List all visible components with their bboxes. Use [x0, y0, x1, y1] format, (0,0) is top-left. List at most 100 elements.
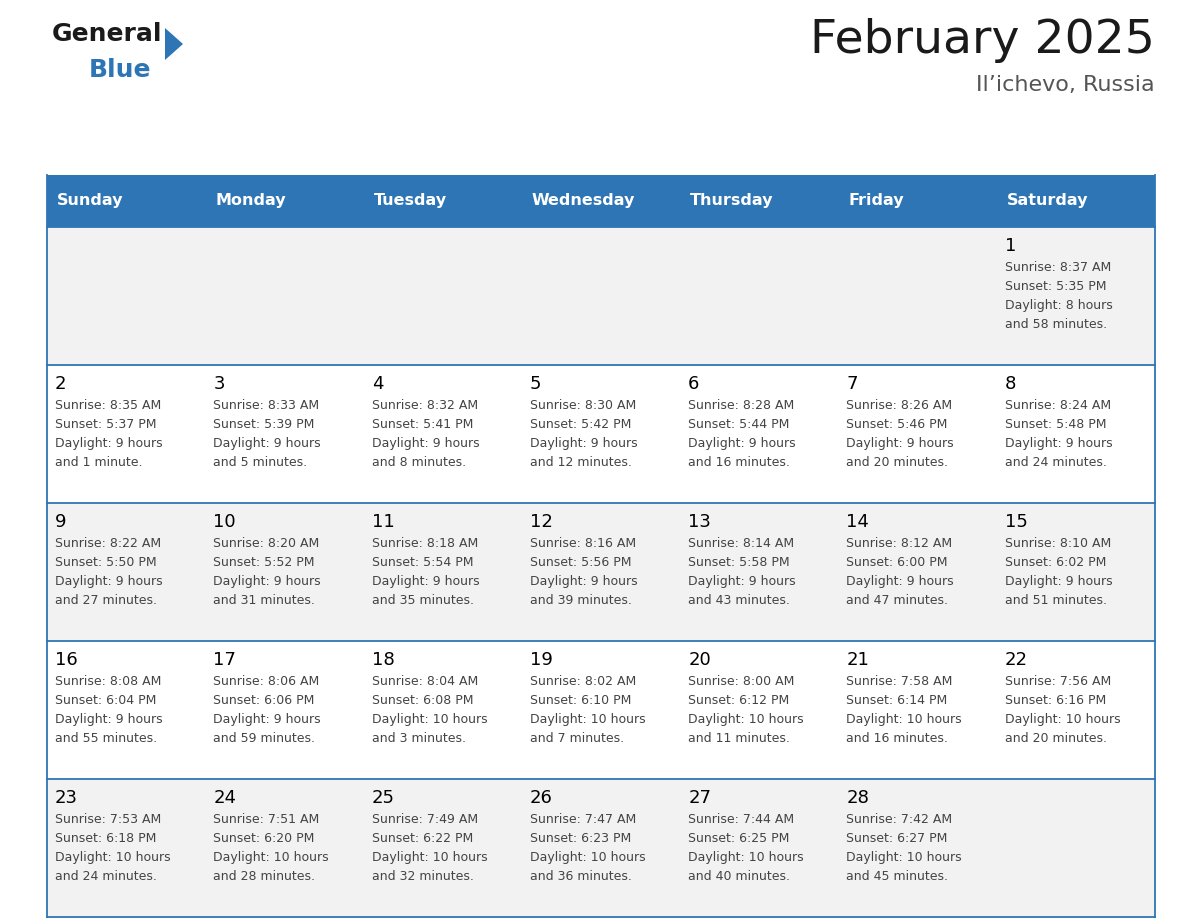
Text: and 51 minutes.: and 51 minutes. — [1005, 594, 1107, 607]
Text: Daylight: 9 hours: Daylight: 9 hours — [55, 437, 163, 450]
Text: Il’ichevo, Russia: Il’ichevo, Russia — [977, 75, 1155, 95]
Text: Sunrise: 8:20 AM: Sunrise: 8:20 AM — [214, 537, 320, 550]
Text: General: General — [52, 22, 163, 46]
Text: Daylight: 10 hours: Daylight: 10 hours — [55, 851, 171, 864]
Text: Sunrise: 8:00 AM: Sunrise: 8:00 AM — [688, 675, 795, 688]
Text: Daylight: 9 hours: Daylight: 9 hours — [214, 575, 321, 588]
Text: 8: 8 — [1005, 375, 1016, 393]
Text: Daylight: 9 hours: Daylight: 9 hours — [55, 713, 163, 726]
Text: 25: 25 — [372, 789, 394, 807]
Text: Sunset: 6:04 PM: Sunset: 6:04 PM — [55, 694, 157, 707]
Text: Sunset: 6:18 PM: Sunset: 6:18 PM — [55, 832, 157, 845]
Text: 19: 19 — [530, 651, 552, 669]
Text: Daylight: 10 hours: Daylight: 10 hours — [688, 851, 804, 864]
Text: and 45 minutes.: and 45 minutes. — [846, 870, 948, 883]
Text: Daylight: 10 hours: Daylight: 10 hours — [372, 713, 487, 726]
Text: Thursday: Thursday — [690, 194, 773, 208]
Text: Sunset: 5:48 PM: Sunset: 5:48 PM — [1005, 418, 1106, 431]
Text: Daylight: 9 hours: Daylight: 9 hours — [372, 437, 479, 450]
Text: Sunset: 5:50 PM: Sunset: 5:50 PM — [55, 556, 157, 569]
Text: Tuesday: Tuesday — [373, 194, 447, 208]
Text: and 35 minutes.: and 35 minutes. — [372, 594, 474, 607]
Text: Friday: Friday — [848, 194, 904, 208]
Text: and 11 minutes.: and 11 minutes. — [688, 732, 790, 745]
Text: Daylight: 9 hours: Daylight: 9 hours — [1005, 575, 1112, 588]
Text: 21: 21 — [846, 651, 870, 669]
Text: Sunday: Sunday — [57, 194, 124, 208]
Text: Sunset: 6:27 PM: Sunset: 6:27 PM — [846, 832, 948, 845]
Bar — [48, 503, 1155, 641]
Text: 4: 4 — [372, 375, 383, 393]
Text: 27: 27 — [688, 789, 712, 807]
Text: Daylight: 9 hours: Daylight: 9 hours — [846, 575, 954, 588]
Text: 17: 17 — [214, 651, 236, 669]
Text: Sunset: 5:52 PM: Sunset: 5:52 PM — [214, 556, 315, 569]
Text: 16: 16 — [55, 651, 77, 669]
Text: Sunset: 5:41 PM: Sunset: 5:41 PM — [372, 418, 473, 431]
Text: and 43 minutes.: and 43 minutes. — [688, 594, 790, 607]
Text: and 7 minutes.: and 7 minutes. — [530, 732, 624, 745]
Text: Sunset: 5:56 PM: Sunset: 5:56 PM — [530, 556, 631, 569]
Text: 12: 12 — [530, 513, 552, 531]
Text: Wednesday: Wednesday — [532, 194, 636, 208]
Text: Daylight: 10 hours: Daylight: 10 hours — [214, 851, 329, 864]
Text: 11: 11 — [372, 513, 394, 531]
Text: and 20 minutes.: and 20 minutes. — [846, 456, 948, 469]
Text: Sunrise: 8:30 AM: Sunrise: 8:30 AM — [530, 399, 636, 412]
Text: 13: 13 — [688, 513, 710, 531]
Text: Sunrise: 8:37 AM: Sunrise: 8:37 AM — [1005, 261, 1111, 274]
Text: and 1 minute.: and 1 minute. — [55, 456, 143, 469]
Text: Sunrise: 8:16 AM: Sunrise: 8:16 AM — [530, 537, 636, 550]
Text: 5: 5 — [530, 375, 542, 393]
Text: 15: 15 — [1005, 513, 1028, 531]
Text: 28: 28 — [846, 789, 870, 807]
Text: and 27 minutes.: and 27 minutes. — [55, 594, 157, 607]
Text: and 47 minutes.: and 47 minutes. — [846, 594, 948, 607]
Bar — [48, 779, 1155, 917]
Text: and 58 minutes.: and 58 minutes. — [1005, 318, 1107, 331]
Text: Sunset: 6:02 PM: Sunset: 6:02 PM — [1005, 556, 1106, 569]
Text: Daylight: 10 hours: Daylight: 10 hours — [846, 851, 962, 864]
Text: Sunrise: 8:33 AM: Sunrise: 8:33 AM — [214, 399, 320, 412]
Text: Daylight: 10 hours: Daylight: 10 hours — [372, 851, 487, 864]
Text: 14: 14 — [846, 513, 870, 531]
Text: Sunrise: 8:14 AM: Sunrise: 8:14 AM — [688, 537, 795, 550]
Text: 23: 23 — [55, 789, 78, 807]
Text: Sunrise: 8:26 AM: Sunrise: 8:26 AM — [846, 399, 953, 412]
Text: 20: 20 — [688, 651, 710, 669]
Text: Daylight: 9 hours: Daylight: 9 hours — [1005, 437, 1112, 450]
Text: Sunrise: 7:53 AM: Sunrise: 7:53 AM — [55, 813, 162, 826]
Text: and 20 minutes.: and 20 minutes. — [1005, 732, 1107, 745]
Text: and 16 minutes.: and 16 minutes. — [688, 456, 790, 469]
Text: February 2025: February 2025 — [810, 18, 1155, 63]
Text: Sunrise: 8:28 AM: Sunrise: 8:28 AM — [688, 399, 795, 412]
Text: 7: 7 — [846, 375, 858, 393]
Text: Blue: Blue — [89, 58, 152, 82]
Text: and 36 minutes.: and 36 minutes. — [530, 870, 632, 883]
Text: Sunrise: 8:04 AM: Sunrise: 8:04 AM — [372, 675, 478, 688]
Text: Sunset: 6:10 PM: Sunset: 6:10 PM — [530, 694, 631, 707]
Text: Sunset: 6:12 PM: Sunset: 6:12 PM — [688, 694, 789, 707]
Text: Daylight: 9 hours: Daylight: 9 hours — [372, 575, 479, 588]
Text: 10: 10 — [214, 513, 236, 531]
Bar — [48, 365, 1155, 503]
Text: 24: 24 — [214, 789, 236, 807]
Text: Sunrise: 7:44 AM: Sunrise: 7:44 AM — [688, 813, 795, 826]
Text: 6: 6 — [688, 375, 700, 393]
Text: Sunset: 6:22 PM: Sunset: 6:22 PM — [372, 832, 473, 845]
Text: Sunrise: 8:22 AM: Sunrise: 8:22 AM — [55, 537, 162, 550]
Text: Daylight: 9 hours: Daylight: 9 hours — [214, 437, 321, 450]
Text: and 24 minutes.: and 24 minutes. — [55, 870, 157, 883]
Text: and 5 minutes.: and 5 minutes. — [214, 456, 308, 469]
Text: 1: 1 — [1005, 237, 1016, 255]
Text: Sunset: 6:20 PM: Sunset: 6:20 PM — [214, 832, 315, 845]
Text: and 40 minutes.: and 40 minutes. — [688, 870, 790, 883]
Text: and 8 minutes.: and 8 minutes. — [372, 456, 466, 469]
Text: Sunrise: 7:42 AM: Sunrise: 7:42 AM — [846, 813, 953, 826]
Bar — [48, 641, 1155, 779]
Text: Sunrise: 7:47 AM: Sunrise: 7:47 AM — [530, 813, 636, 826]
Text: and 32 minutes.: and 32 minutes. — [372, 870, 474, 883]
Text: Sunrise: 8:24 AM: Sunrise: 8:24 AM — [1005, 399, 1111, 412]
Text: Sunrise: 8:10 AM: Sunrise: 8:10 AM — [1005, 537, 1111, 550]
Text: Daylight: 10 hours: Daylight: 10 hours — [530, 851, 645, 864]
